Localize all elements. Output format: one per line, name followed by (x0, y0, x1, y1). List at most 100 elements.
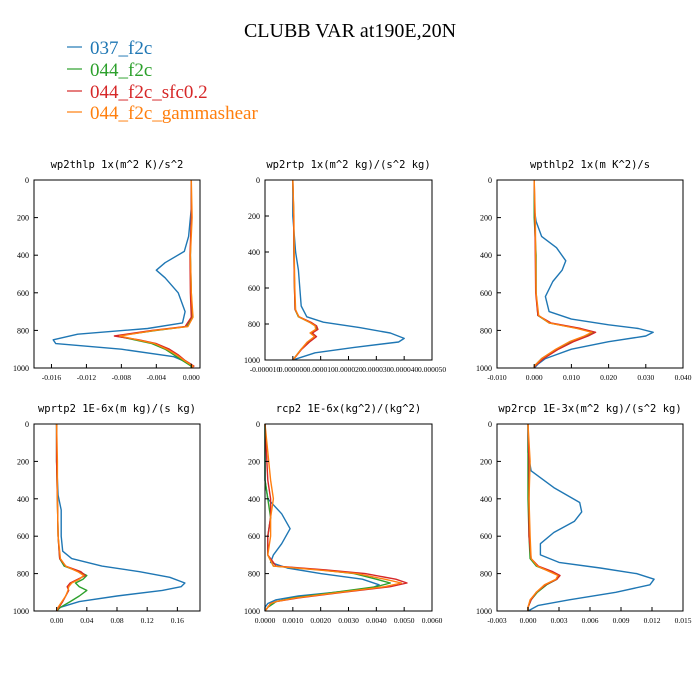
x-tick-label: 0.040 (675, 373, 692, 382)
chart-panel-2: wpthlp2 1x(m K^2)/s 0 200 400 600 800 1000-0.0… (476, 159, 692, 382)
y-tick-label: 0 (488, 420, 492, 429)
x-tick-label: -0.012 (77, 373, 97, 382)
x-tick-label: 0.015 (675, 616, 692, 625)
chart-panel-0: wp2thlp 1x(m^2 K)/s^2 0 200 400 600 800 1000 -0… (13, 159, 201, 382)
legend-label-1: 044_f2c (90, 60, 152, 81)
chart-panel-1: wp2rtp 1x(m^2 kg)/(s^2 kg) 0 200 400 600 800 1… (244, 159, 446, 374)
series-line (292, 180, 405, 361)
series-line (264, 423, 408, 612)
series-line (52, 180, 193, 368)
y-tick-label: 200 (248, 212, 260, 221)
y-tick-label: 800 (17, 326, 29, 335)
y-tick-label: 200 (17, 457, 29, 466)
y-tick-label: 600 (480, 532, 492, 541)
y-tick-label: 200 (248, 457, 260, 466)
x-tick-label: -0.016 (42, 373, 62, 382)
y-tick-label: 600 (480, 289, 492, 298)
x-tick-label: 0.000 (520, 616, 537, 625)
legend-label-0: 037_f2c (90, 38, 152, 59)
x-tick-label: 0.020 (600, 373, 617, 382)
x-tick-label: -0.008 (112, 373, 132, 382)
y-tick-label: 0 (256, 176, 260, 185)
series-line (533, 180, 654, 369)
plot-frame (496, 179, 684, 369)
x-tick-label: 0.0020 (310, 616, 331, 625)
series-line (533, 179, 597, 369)
series-line (118, 179, 194, 369)
panel-title: rcp2 1E-6x(kg^2)/(kg^2) (276, 403, 421, 415)
legend-label-3: 044_f2c_gammashear (90, 103, 258, 124)
x-tick-label: 0.000030 (362, 365, 390, 374)
figure-title: CLUBB VAR at190E,20N (244, 20, 456, 42)
x-tick-label: 0.0050 (394, 616, 415, 625)
x-tick-label: 0.009 (613, 616, 630, 625)
y-tick-label: 400 (248, 495, 260, 504)
chart-panel-5: wp2rcp 1E-3x(m^2 kg)/(s^2 kg) 0 200 400 600 8… (476, 403, 692, 625)
y-tick-label: 800 (248, 570, 260, 579)
panel-title: wprtp2 1E-6x(m kg)/(s kg) (38, 403, 196, 415)
series-line (264, 423, 403, 612)
x-tick-label: 0.000050 (418, 365, 446, 374)
x-tick-label: -0.004 (147, 373, 167, 382)
x-tick-label: 0.00 (50, 616, 63, 625)
x-tick-label: 0.010 (563, 373, 580, 382)
y-tick-label: 1000 (13, 364, 29, 373)
panel-title: wp2rcp 1E-3x(m^2 kg)/(s^2 kg) (498, 403, 681, 415)
series-line (533, 180, 595, 368)
y-tick-label: 400 (480, 251, 492, 260)
y-tick-label: 400 (248, 248, 260, 257)
x-tick-label: 0.000000 (279, 365, 307, 374)
y-tick-label: 0 (25, 176, 29, 185)
x-tick-label: 0.030 (637, 373, 654, 382)
series-line (113, 180, 195, 369)
y-tick-label: 800 (480, 326, 492, 335)
y-tick-label: 600 (248, 532, 260, 541)
panel-grid: wp2thlp 1x(m^2 K)/s^202004006008001000-0… (13, 159, 692, 625)
x-tick-label: 0.0000 (255, 616, 276, 625)
x-tick-label: 0.0010 (283, 616, 304, 625)
x-tick-label: 0.0040 (366, 616, 387, 625)
x-tick-label: -0.000010 (250, 365, 281, 374)
chart-panel-4: rcp2 1E-6x(kg^2)/(kg^2) 0 200 400 600 800 1000… (244, 403, 443, 625)
x-tick-label: 0.0060 (422, 616, 443, 625)
series-line (533, 179, 593, 368)
series-line (264, 424, 380, 611)
y-tick-label: 600 (248, 284, 260, 293)
panel-title: wp2thlp 1x(m^2 K)/s^2 (51, 159, 184, 171)
y-tick-label: 600 (17, 532, 29, 541)
y-tick-label: 200 (480, 457, 492, 466)
series-line (527, 424, 655, 612)
panel-title: wpthlp2 1x(m K^2)/s (530, 159, 650, 171)
x-tick-label: 0.0030 (338, 616, 359, 625)
y-tick-label: 800 (480, 570, 492, 579)
x-tick-label: 0.04 (80, 616, 93, 625)
series-line (116, 180, 193, 368)
x-tick-label: 0.000020 (334, 365, 362, 374)
y-tick-label: 800 (248, 320, 260, 329)
y-tick-label: 0 (256, 420, 260, 429)
y-tick-label: 200 (17, 214, 29, 223)
series-line (55, 423, 85, 612)
plot-frame (33, 423, 201, 612)
chart-panel-3: wprtp2 1E-6x(m kg)/(s kg) 0 200 400 600 800 10… (13, 403, 201, 625)
x-tick-label: -0.003 (487, 616, 507, 625)
y-tick-label: 600 (17, 289, 29, 298)
legend-label-2: 044_f2c_sfc0.2 (90, 82, 208, 103)
series-line (527, 423, 561, 611)
y-tick-label: 400 (17, 495, 29, 504)
x-tick-label: 0.000 (526, 373, 543, 382)
x-tick-label: 0.16 (171, 616, 184, 625)
series-line (527, 423, 559, 611)
x-tick-label: 0.12 (141, 616, 154, 625)
y-tick-label: 1000 (476, 364, 492, 373)
y-tick-label: 0 (488, 176, 492, 185)
plot-frame (264, 179, 433, 361)
x-tick-label: 0.003 (551, 616, 568, 625)
plot-frame (33, 179, 201, 369)
y-tick-label: 400 (17, 251, 29, 260)
series-line (292, 179, 319, 361)
series-line (527, 424, 560, 611)
y-tick-label: 1000 (244, 356, 260, 365)
y-tick-label: 400 (480, 495, 492, 504)
